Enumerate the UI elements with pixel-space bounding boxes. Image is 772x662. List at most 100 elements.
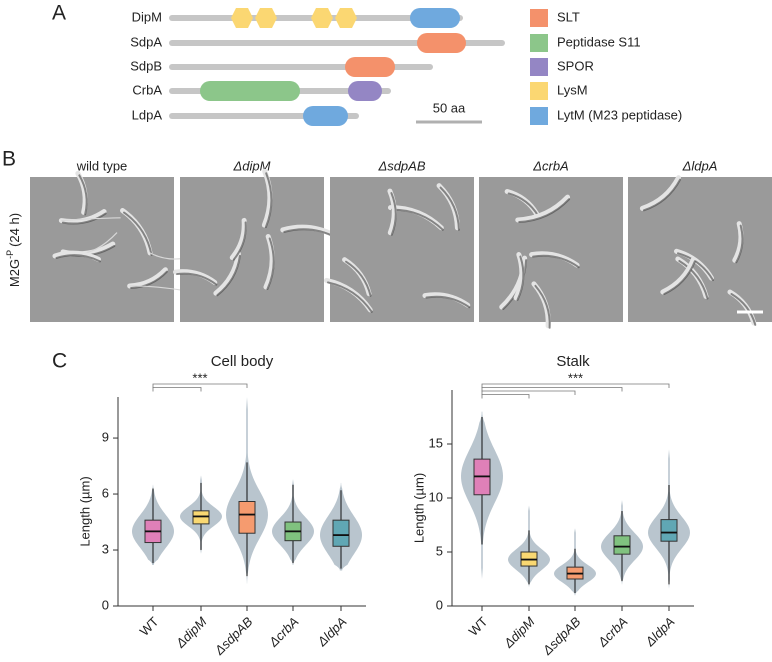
y-tick-label: 0 [436, 597, 443, 612]
legend-label: SPOR [557, 58, 594, 73]
domain [345, 57, 395, 77]
x-tick-label: ΔsdpAB [539, 614, 584, 659]
y-tick-label: 15 [429, 435, 443, 450]
cell-shadow [216, 254, 241, 297]
y-tick-label: 6 [102, 485, 109, 500]
cell-shadow [327, 281, 373, 313]
stalk [61, 217, 121, 222]
cell [732, 221, 744, 263]
cell-shadow [123, 211, 153, 256]
x-tick-label: WT [466, 614, 491, 639]
x-tick-label: ΔsdpAB [211, 614, 256, 659]
y-tick-label: 0 [102, 597, 109, 612]
condition-label: M2G-P (24 h) [5, 213, 22, 287]
y-tick-label: 3 [102, 541, 109, 556]
cell-shadow [439, 186, 460, 231]
legend-swatch [530, 34, 548, 52]
cell-shadow [678, 259, 709, 300]
lysm-domain [335, 8, 357, 28]
cell [213, 251, 241, 296]
cell-shadow [78, 174, 88, 216]
box [332, 519, 350, 547]
cell-shadow [516, 255, 525, 301]
panel-label: A [52, 2, 66, 25]
cell-shadow [518, 198, 571, 223]
lysm-domain [255, 8, 277, 28]
x-tick-label: WT [137, 614, 162, 639]
cell [58, 209, 107, 225]
box [660, 519, 678, 542]
x-tick-label: ΔdipM [500, 614, 538, 652]
cell-shadow [534, 284, 551, 329]
cell-shadow [507, 192, 540, 217]
cell-shadow [61, 212, 107, 225]
significance-bracket [152, 383, 248, 388]
y-axis-label: Length (µm) [411, 473, 426, 543]
cell-shadow [345, 260, 372, 297]
domain [200, 81, 300, 101]
cell [515, 194, 571, 223]
cell-shadow [730, 293, 757, 326]
strain-label: ΔldpA [682, 158, 718, 173]
cell-shadow [176, 272, 218, 286]
x-tick-label: ΔldpA [642, 614, 678, 650]
domain [417, 33, 466, 53]
y-tick-label: 10 [429, 489, 443, 504]
panel-label: B [2, 148, 16, 171]
legend-label: Peptidase S11 [557, 34, 641, 49]
condition: M2G [7, 259, 22, 287]
scale-label: 50 aa [433, 100, 466, 115]
domain [303, 106, 348, 126]
cell-shadow [532, 254, 580, 269]
significance-label: *** [568, 370, 583, 385]
cell [660, 256, 696, 295]
protein-name: SdpA [130, 34, 162, 49]
cell-shadow [232, 221, 247, 261]
cell-shadow [55, 254, 101, 263]
legend-label: SLT [557, 9, 580, 24]
cell-shadow [130, 270, 168, 289]
strain-label: wild type [76, 158, 128, 173]
significance-label: *** [192, 370, 207, 385]
legend-swatch [530, 107, 548, 125]
lysm-domain [231, 8, 253, 28]
cell [639, 175, 682, 211]
micrograph [330, 177, 474, 322]
legend-label: LysM [557, 82, 588, 97]
protein-name: CrbA [132, 82, 162, 97]
condition-suffix: (24 h) [7, 213, 22, 247]
significance-bracket [481, 390, 576, 395]
significance-bracket [481, 387, 623, 392]
strain-label: ΔsdpAB [377, 158, 425, 173]
lysm-domain [311, 8, 333, 28]
strain-label: ΔdipM [233, 158, 271, 173]
legend-swatch [530, 82, 548, 100]
micrograph [479, 177, 623, 322]
x-tick-label: ΔdipM [172, 614, 210, 652]
cell-shadow [390, 208, 444, 231]
y-tick-label: 9 [102, 429, 109, 444]
cell-shadow [264, 172, 273, 229]
cell-shadow [663, 260, 696, 295]
y-tick-label: 5 [436, 543, 443, 558]
cell-shadow [266, 237, 275, 291]
chart-title: Cell body [211, 353, 274, 370]
x-tick-label: ΔldpA [314, 614, 350, 650]
legend-swatch [530, 9, 548, 27]
cell [229, 217, 247, 261]
box [192, 510, 210, 525]
x-tick-label: ΔcrbA [265, 614, 301, 650]
x-tick-label: ΔcrbA [594, 614, 630, 650]
cell-shadow [642, 178, 682, 212]
legend-swatch [530, 58, 548, 76]
box [613, 535, 631, 555]
significance-bracket [152, 387, 202, 392]
protein-name: DipM [132, 9, 162, 24]
box [238, 501, 256, 534]
micrograph [180, 177, 324, 322]
cell-shadow [735, 224, 744, 264]
cell-shadow [390, 192, 397, 236]
domain [348, 81, 382, 101]
protein-name: SdpB [130, 58, 162, 73]
